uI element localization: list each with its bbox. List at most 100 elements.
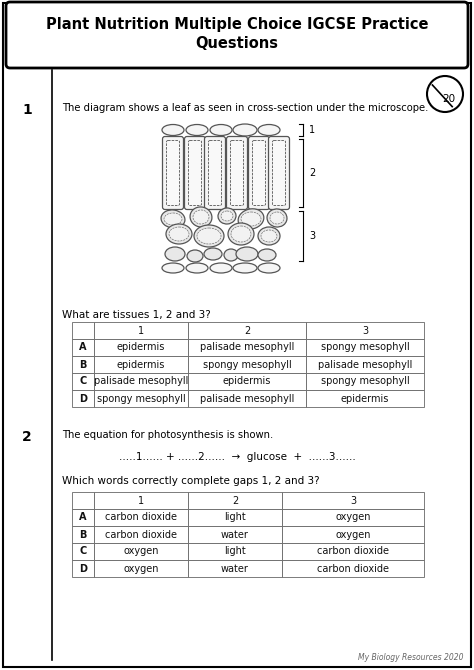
Ellipse shape: [187, 250, 203, 262]
Text: Which words correctly complete gaps 1, 2 and 3?: Which words correctly complete gaps 1, 2…: [62, 476, 319, 486]
FancyBboxPatch shape: [94, 560, 188, 577]
FancyBboxPatch shape: [282, 509, 424, 526]
Text: water: water: [221, 529, 249, 539]
Ellipse shape: [193, 210, 209, 224]
FancyBboxPatch shape: [189, 141, 201, 206]
FancyBboxPatch shape: [94, 526, 188, 543]
FancyBboxPatch shape: [3, 3, 471, 667]
FancyBboxPatch shape: [94, 356, 188, 373]
Ellipse shape: [241, 212, 261, 226]
Text: spongy mesophyll: spongy mesophyll: [320, 377, 410, 387]
FancyBboxPatch shape: [188, 373, 306, 390]
FancyBboxPatch shape: [188, 526, 282, 543]
Ellipse shape: [210, 263, 232, 273]
Text: epidermis: epidermis: [117, 342, 165, 352]
Ellipse shape: [258, 249, 276, 261]
Text: 1: 1: [309, 125, 315, 135]
Text: The diagram shows a leaf as seen in cross-section under the microscope.: The diagram shows a leaf as seen in cros…: [62, 103, 428, 113]
Text: Plant Nutrition Multiple Choice IGCSE Practice: Plant Nutrition Multiple Choice IGCSE Pr…: [46, 17, 428, 31]
Ellipse shape: [186, 125, 208, 135]
FancyBboxPatch shape: [227, 137, 247, 210]
FancyBboxPatch shape: [72, 356, 94, 373]
Ellipse shape: [233, 263, 257, 273]
FancyBboxPatch shape: [6, 2, 468, 68]
FancyBboxPatch shape: [163, 137, 183, 210]
Ellipse shape: [228, 223, 254, 245]
Text: 2: 2: [309, 168, 315, 178]
FancyBboxPatch shape: [94, 390, 188, 407]
Text: A: A: [79, 342, 87, 352]
Text: oxygen: oxygen: [335, 513, 371, 523]
Text: What are tissues 1, 2 and 3?: What are tissues 1, 2 and 3?: [62, 310, 211, 320]
FancyBboxPatch shape: [306, 339, 424, 356]
Ellipse shape: [218, 208, 236, 224]
Ellipse shape: [261, 230, 277, 242]
Text: water: water: [221, 563, 249, 574]
FancyBboxPatch shape: [282, 543, 424, 560]
FancyBboxPatch shape: [282, 560, 424, 577]
FancyBboxPatch shape: [188, 322, 306, 339]
Ellipse shape: [221, 211, 233, 221]
FancyBboxPatch shape: [230, 141, 244, 206]
FancyBboxPatch shape: [268, 137, 290, 210]
FancyBboxPatch shape: [94, 373, 188, 390]
Text: spongy mesophyll: spongy mesophyll: [320, 342, 410, 352]
Ellipse shape: [165, 247, 185, 261]
Text: 20: 20: [442, 94, 456, 104]
Ellipse shape: [186, 263, 208, 273]
Ellipse shape: [258, 125, 280, 135]
Text: A: A: [79, 513, 87, 523]
FancyBboxPatch shape: [188, 339, 306, 356]
Ellipse shape: [231, 226, 251, 242]
Text: epidermis: epidermis: [117, 360, 165, 369]
FancyBboxPatch shape: [306, 390, 424, 407]
Text: palisade mesophyll: palisade mesophyll: [94, 377, 188, 387]
FancyBboxPatch shape: [94, 322, 188, 339]
Text: oxygen: oxygen: [335, 529, 371, 539]
FancyBboxPatch shape: [166, 141, 180, 206]
Circle shape: [427, 76, 463, 112]
Text: 3: 3: [362, 326, 368, 336]
Text: 2: 2: [232, 496, 238, 505]
Text: oxygen: oxygen: [123, 563, 159, 574]
Text: carbon dioxide: carbon dioxide: [105, 513, 177, 523]
FancyBboxPatch shape: [306, 373, 424, 390]
Text: B: B: [79, 360, 87, 369]
Text: The equation for photosynthesis is shown.: The equation for photosynthesis is shown…: [62, 430, 273, 440]
Text: palisade mesophyll: palisade mesophyll: [318, 360, 412, 369]
FancyBboxPatch shape: [72, 373, 94, 390]
Ellipse shape: [162, 263, 184, 273]
Text: light: light: [224, 547, 246, 557]
Ellipse shape: [270, 212, 284, 224]
Ellipse shape: [238, 209, 264, 229]
Ellipse shape: [233, 124, 257, 136]
FancyBboxPatch shape: [72, 390, 94, 407]
Text: 1: 1: [138, 326, 144, 336]
Text: Questions: Questions: [195, 36, 279, 52]
Text: My Biology Resources 2020: My Biology Resources 2020: [358, 653, 464, 662]
Text: 2: 2: [22, 430, 32, 444]
Text: 1: 1: [138, 496, 144, 505]
FancyBboxPatch shape: [204, 137, 226, 210]
FancyBboxPatch shape: [184, 137, 206, 210]
Ellipse shape: [197, 228, 221, 244]
FancyBboxPatch shape: [94, 509, 188, 526]
FancyBboxPatch shape: [188, 560, 282, 577]
FancyBboxPatch shape: [306, 322, 424, 339]
FancyBboxPatch shape: [94, 543, 188, 560]
Text: palisade mesophyll: palisade mesophyll: [200, 393, 294, 403]
Text: carbon dioxide: carbon dioxide: [317, 563, 389, 574]
Text: epidermis: epidermis: [341, 393, 389, 403]
FancyBboxPatch shape: [282, 492, 424, 509]
Text: 1: 1: [22, 103, 32, 117]
FancyBboxPatch shape: [94, 339, 188, 356]
Text: 3: 3: [350, 496, 356, 505]
FancyBboxPatch shape: [72, 560, 94, 577]
FancyBboxPatch shape: [188, 543, 282, 560]
FancyBboxPatch shape: [253, 141, 265, 206]
Ellipse shape: [169, 227, 189, 241]
Text: epidermis: epidermis: [223, 377, 271, 387]
Ellipse shape: [204, 248, 222, 260]
Text: oxygen: oxygen: [123, 547, 159, 557]
Ellipse shape: [258, 227, 280, 245]
